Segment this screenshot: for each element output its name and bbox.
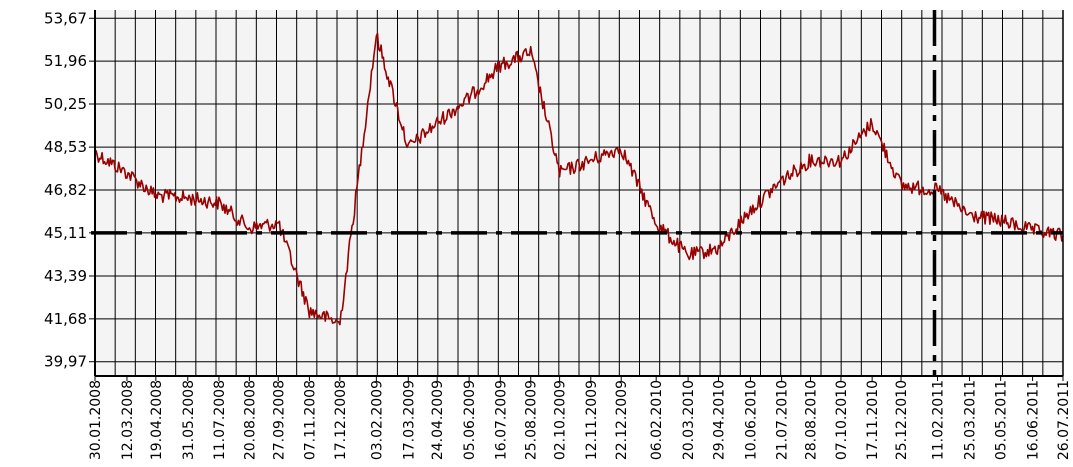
y-tick-label: 48,53 [44,138,87,156]
x-tick-label: 17.11.2010 [865,380,881,460]
x-tick-label: 07.11.2008 [302,380,318,460]
x-tick-label: 17.03.2009 [401,380,417,460]
y-tick-label: 41,68 [44,310,87,328]
x-tick-label: 28.08.2010 [804,380,820,460]
x-tick-label: 20.08.2008 [242,380,258,460]
y-tick-label: 45,11 [44,224,87,242]
x-tick-label: 29.04.2010 [712,380,728,460]
x-tick-label: 31.05.2008 [181,380,197,460]
y-tick-label: 50,25 [44,95,87,113]
y-tick-label: 51,96 [44,52,87,70]
y-tick-label: 39,97 [44,353,87,371]
x-tick-label: 12.03.2008 [120,380,136,460]
x-tick-label: 10.06.2010 [744,380,760,460]
series-line [94,32,1064,326]
x-tick-label: 30.01.2008 [88,380,104,460]
x-tick-label: 06.02.2010 [649,380,665,460]
x-tick-label: 16.06.2011 [1026,380,1042,460]
y-tick-label: 46,82 [44,181,87,199]
x-tick-label: 19.04.2008 [149,380,165,460]
x-tick-label: 11.07.2008 [212,380,228,460]
x-tick-label: 24.04.2009 [430,380,446,460]
x-tick-label: 17.12.2008 [333,380,349,460]
y-tick-label: 53,67 [44,9,87,27]
x-tick-label: 25.08.2009 [524,380,540,460]
x-tick-label: 11.02.2011 [931,380,947,460]
x-tick-label: 05.06.2009 [462,380,478,460]
x-tick-label: 26.07.2011 [1056,380,1072,460]
x-tick-label: 25.12.2010 [894,380,910,460]
y-tick-label: 43,39 [44,267,87,285]
x-tick-label: 25.03.2011 [963,380,979,460]
x-tick-label: 27.09.2008 [271,380,287,460]
x-tick-label: 02.10.2009 [553,380,569,460]
x-tick-label: 16.07.2009 [493,380,509,460]
x-tick-label: 07.10.2010 [834,380,850,460]
x-tick-label: 03.02.2009 [369,380,385,460]
x-tick-label: 21.07.2010 [775,380,791,460]
x-tick-label: 22.12.2009 [614,380,630,460]
x-tick-label: 20.03.2010 [681,380,697,460]
x-tick-label: 05.05.2011 [994,380,1010,460]
x-tick-label: 12.11.2009 [584,380,600,460]
